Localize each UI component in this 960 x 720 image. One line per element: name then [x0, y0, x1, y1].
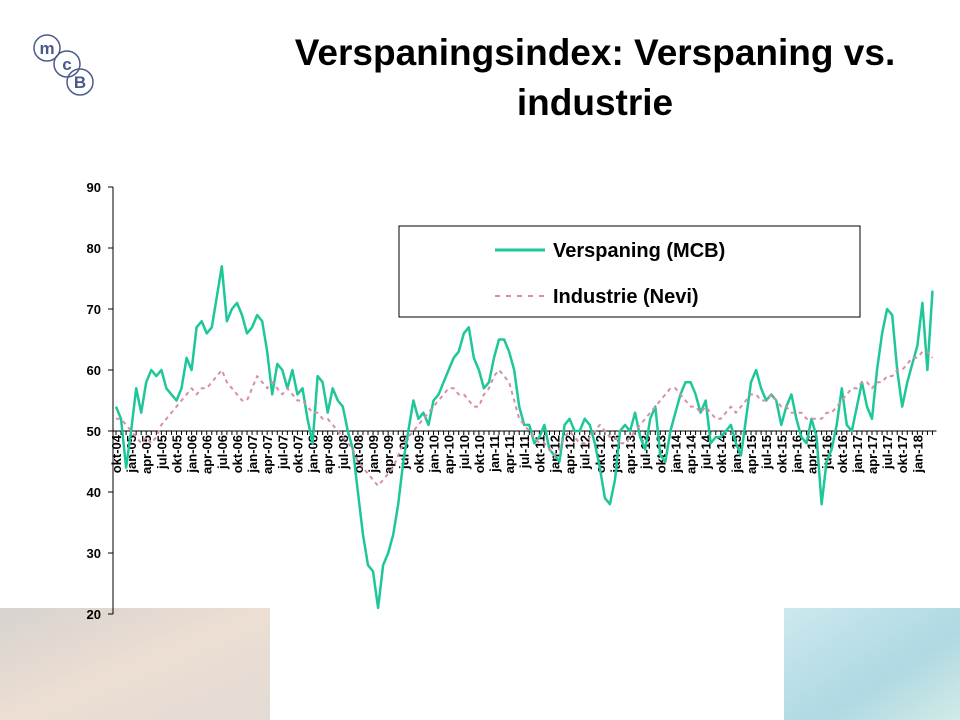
x-tick-label: apr-05 — [139, 435, 154, 474]
photo-left — [0, 608, 270, 720]
photo-right — [784, 608, 960, 720]
y-tick-label: 60 — [87, 363, 101, 378]
x-tick-label: okt-16 — [835, 435, 850, 473]
x-tick-label: apr-10 — [442, 435, 457, 474]
x-tick-label: jul-17 — [880, 435, 895, 470]
x-tick-label: apr-11 — [502, 435, 517, 473]
x-tick-label: apr-14 — [684, 434, 699, 474]
x-tick-label: jul-15 — [759, 435, 774, 470]
legend-label: Industrie (Nevi) — [553, 286, 699, 308]
y-tick-label: 30 — [87, 546, 101, 561]
logo-circle — [53, 50, 81, 78]
x-tick-label: jul-05 — [154, 435, 169, 470]
x-tick-label: apr-06 — [200, 435, 215, 474]
x-tick-label: okt-12 — [593, 435, 608, 473]
x-tick-label: jan-05 — [124, 435, 139, 474]
x-tick-label: apr-08 — [321, 435, 336, 474]
x-tick-label: jul-06 — [215, 435, 230, 470]
x-tick-label: jul-16 — [820, 435, 835, 470]
x-tick-label: jan-06 — [185, 435, 200, 474]
x-tick-label: okt-06 — [230, 435, 245, 473]
x-tick-label: apr-16 — [805, 435, 820, 474]
x-tick-label: jan-14 — [668, 434, 683, 473]
y-tick-label: 90 — [87, 180, 101, 195]
series-line — [114, 265, 934, 610]
logo-circle — [33, 34, 61, 62]
x-tick-label: jan-07 — [245, 435, 260, 474]
x-tick-label: jan-10 — [427, 435, 442, 474]
x-tick-label: apr-09 — [381, 435, 396, 474]
chart-title: Verspaningsindex: Verspaning vs. industr… — [294, 32, 896, 123]
x-tick-label: okt-04 — [109, 434, 124, 473]
logo-circle — [66, 68, 94, 96]
y-tick-label: 70 — [87, 302, 101, 317]
x-tick-label: jan-18 — [910, 435, 925, 474]
x-tick-label: jan-15 — [729, 435, 744, 474]
x-tick-label: jan-08 — [306, 435, 321, 474]
x-tick-label: apr-07 — [260, 435, 275, 474]
x-tick-label: okt-05 — [169, 435, 184, 473]
x-tick-label: apr-17 — [865, 435, 880, 474]
x-tick-label: jul-11 — [517, 435, 532, 469]
x-tick-label: jul-12 — [578, 435, 593, 470]
legend-label: Verspaning (MCB) — [553, 240, 725, 262]
x-tick-label: jan-09 — [366, 435, 381, 474]
x-tick-label: apr-12 — [563, 435, 578, 474]
logo — [33, 34, 94, 96]
y-tick-label: 80 — [87, 241, 101, 256]
x-tick-label: okt-17 — [895, 435, 910, 473]
y-tick-label: 40 — [87, 485, 101, 500]
x-tick-label: jan-11 — [487, 435, 502, 473]
x-tick-label: jan-17 — [850, 435, 865, 474]
x-tick-label: okt-11 — [532, 435, 547, 473]
x-tick-label: okt-15 — [774, 435, 789, 473]
y-tick-label: 50 — [87, 424, 101, 439]
x-tick-label: jul-07 — [275, 435, 290, 470]
logo-letter: B — [74, 73, 86, 92]
x-tick-label: okt-07 — [290, 435, 305, 473]
x-tick-label: jul-10 — [457, 435, 472, 470]
legend-box — [398, 225, 861, 318]
logo-letter: m — [39, 39, 54, 58]
x-tick-label: okt-14 — [714, 434, 729, 473]
x-tick-label: okt-09 — [411, 435, 426, 473]
x-tick-label: apr-13 — [623, 435, 638, 474]
y-tick-label: 20 — [87, 607, 101, 622]
x-tick-label: jul-08 — [336, 435, 351, 470]
x-tick-label: apr-15 — [744, 435, 759, 474]
logo-letter: c — [62, 55, 71, 74]
x-tick-label: jan-16 — [789, 435, 804, 474]
x-tick-label: okt-10 — [472, 435, 487, 473]
